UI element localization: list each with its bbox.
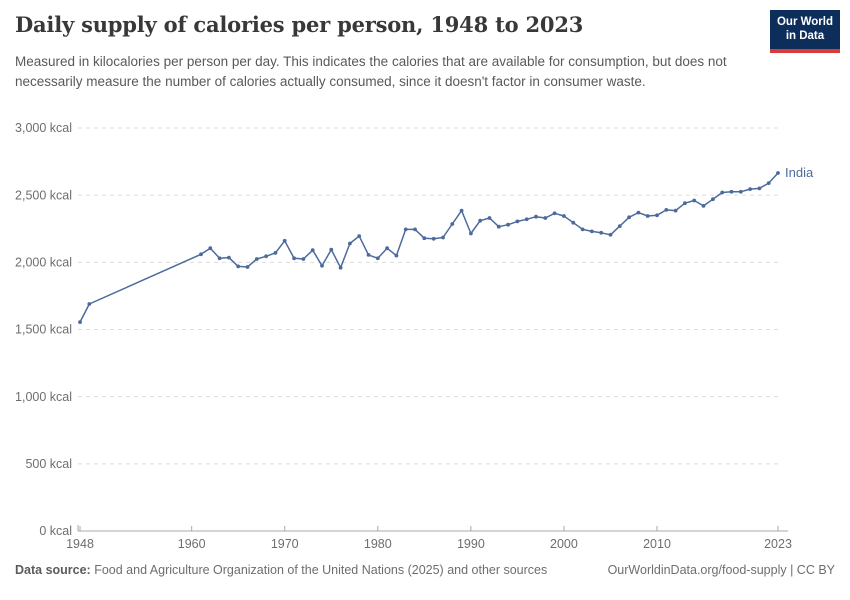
data-point (534, 214, 538, 219)
y-tick-label-1500: 1,500 kcal (15, 323, 72, 337)
x-tick-label-2023: 2023 (764, 537, 792, 551)
data-point (608, 232, 613, 237)
data-point (87, 302, 92, 306)
data-point (273, 251, 278, 255)
data-point (571, 220, 576, 225)
data-point (431, 236, 436, 241)
data-point (599, 230, 604, 235)
data-point (469, 231, 473, 236)
data-point (310, 248, 315, 253)
data-point (552, 211, 557, 216)
data-point (748, 187, 752, 191)
data-source: Data source: Food and Agriculture Organi… (15, 563, 547, 577)
owid-logo-line2: in Data (785, 29, 825, 42)
x-tick-label-2010: 2010 (643, 537, 671, 551)
x-tick-label-1990: 1990 (457, 537, 485, 551)
data-point (78, 320, 82, 324)
line-chart-svg: 0 kcal 500 kcal 1,000 kcal 1,500 kcal 2,000 … (15, 121, 814, 551)
data-point (580, 227, 585, 232)
x-tick-label-1948: 1948 (66, 537, 94, 551)
data-point (766, 181, 771, 185)
x-tick-label-2000: 2000 (550, 537, 578, 551)
y-tick-label-3000: 3,000 kcal (15, 121, 72, 135)
data-point (301, 257, 306, 261)
data-point (413, 227, 417, 232)
data-point (450, 222, 455, 226)
data-point (348, 241, 352, 246)
data-point (515, 219, 520, 224)
owid-logo[interactable]: Our World in Data (769, 10, 840, 53)
data-point (590, 229, 594, 234)
data-source-text: Food and Agriculture Organization of the… (90, 563, 548, 577)
y-tick-label-0: 0 kcal (39, 524, 72, 538)
data-point (506, 222, 510, 227)
x-tick-label-1960: 1960 (178, 537, 206, 551)
data-point (757, 186, 762, 191)
data-point (543, 216, 548, 220)
data-point (627, 215, 631, 220)
data-point (245, 265, 250, 269)
data-point (683, 201, 687, 206)
data-source-label: Data source: (15, 563, 91, 577)
data-point (403, 227, 408, 232)
data-point (711, 197, 715, 202)
data-point (366, 253, 371, 257)
data-point (320, 263, 324, 268)
data-point (375, 256, 380, 261)
data-point (496, 224, 501, 229)
y-tick-label-2500: 2,500 kcal (15, 188, 72, 202)
data-point (776, 171, 780, 175)
data-point (655, 213, 659, 218)
series-label-india: India (785, 165, 814, 180)
data-point (422, 236, 427, 241)
data-point (562, 214, 566, 218)
data-point (338, 265, 343, 270)
data-point (645, 214, 650, 218)
data-point (478, 218, 483, 223)
data-point (441, 235, 445, 240)
data-point (385, 246, 389, 251)
data-point (729, 189, 734, 194)
data-point (208, 246, 213, 251)
data-point (292, 256, 296, 261)
line-chart: 0 kcal 500 kcal 1,000 kcal 1,500 kcal 2,000 … (0, 106, 850, 566)
y-tick-label-2000: 2,000 kcal (15, 256, 72, 270)
data-point (199, 252, 203, 257)
x-tick-label-1970: 1970 (271, 537, 299, 551)
chart-subtitle: Measured in kilocalories per person per … (15, 54, 727, 89)
data-point (692, 198, 697, 203)
y-tick-label-1000: 1,000 kcal (15, 390, 72, 404)
data-point (673, 208, 678, 213)
data-point (282, 238, 287, 243)
data-point (701, 204, 706, 208)
data-point (720, 190, 725, 195)
data-point (459, 208, 464, 213)
data-point (236, 264, 241, 269)
data-point (254, 257, 259, 261)
data-point (636, 210, 641, 215)
page-title: Daily supply of calories per person, 194… (15, 12, 584, 37)
data-point (329, 247, 334, 252)
chart-footer: Data source: Food and Agriculture Organi… (0, 563, 850, 577)
data-point (227, 255, 231, 260)
x-tick-label-1980: 1980 (364, 537, 392, 551)
data-point (264, 254, 268, 259)
data-point (394, 253, 399, 258)
data-point (524, 217, 529, 222)
data-point (217, 256, 222, 261)
data-point (738, 189, 743, 194)
data-point (357, 234, 362, 239)
y-tick-label-500: 500 kcal (25, 457, 72, 471)
data-point (664, 208, 669, 212)
owid-url-link[interactable]: OurWorldinData.org/food-supply | CC BY (607, 563, 835, 577)
owid-logo-line1: Our World (776, 16, 833, 28)
data-point (617, 224, 622, 228)
data-point (487, 216, 492, 220)
